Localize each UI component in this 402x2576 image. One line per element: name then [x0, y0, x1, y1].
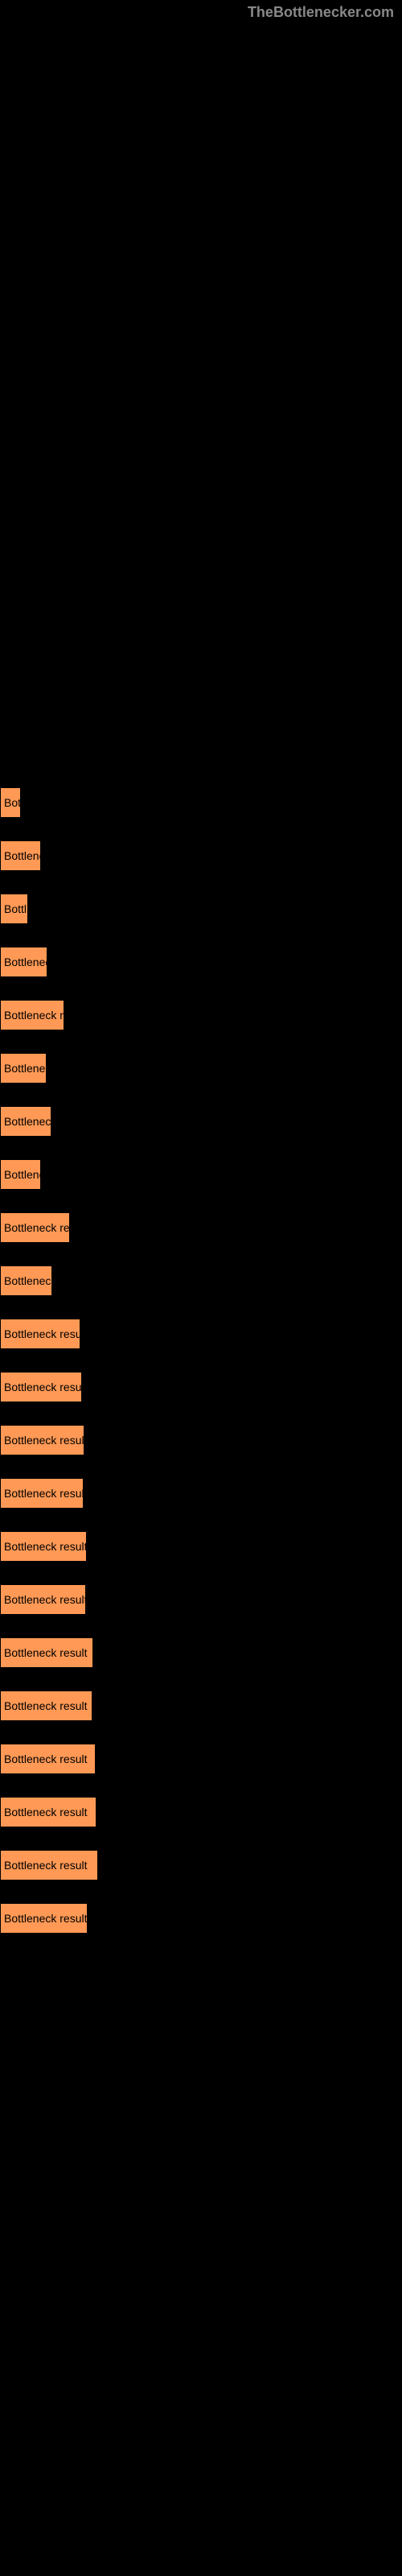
bar-row: Bottleneck result	[0, 1372, 402, 1402]
bar-row: Bottleneck result	[0, 1478, 402, 1509]
bar-row: Bottlene	[0, 1159, 402, 1190]
bar: Bottleneck result	[0, 1319, 80, 1349]
bar: Bottleneck result	[0, 1903, 88, 1934]
bar: Bottleneck res	[0, 1212, 70, 1243]
bar: Bottlenec	[0, 947, 47, 977]
watermark-text: TheBottlenecker.com	[248, 4, 394, 21]
bar: Bottleneck result	[0, 1797, 96, 1827]
bar-row: Bottleneck result	[0, 1425, 402, 1455]
bar-row: Bottlenec	[0, 947, 402, 977]
bar: Bottleneck result	[0, 1850, 98, 1880]
bar: Bottleneck	[0, 1265, 52, 1296]
bar-row: Bottleneck result	[0, 1584, 402, 1615]
bar: Bottleneck result	[0, 1372, 82, 1402]
bar-row: Bottleneck result	[0, 1744, 402, 1774]
bar: Bottleneck result	[0, 1690, 92, 1721]
bar: Bottl	[0, 894, 28, 924]
bar: Bottleneck	[0, 1106, 51, 1137]
bar: Bottleneck result	[0, 1478, 84, 1509]
bar-row: Bottleneck	[0, 1106, 402, 1137]
bar: Bottleneck result	[0, 1425, 84, 1455]
bar-row: Bottleneck res	[0, 1212, 402, 1243]
bar-chart-container: Bot Bottlene Bottl Bottlenec Bottleneck re Bo…	[0, 787, 402, 1956]
bar: Bottleneck result	[0, 1744, 96, 1774]
bar-row: Bottlene	[0, 840, 402, 871]
bar: Bottlene	[0, 1159, 41, 1190]
bar: Bottleneck result	[0, 1531, 87, 1562]
bar-row: Bottleneck	[0, 1265, 402, 1296]
bar: Bottleneck re	[0, 1000, 64, 1030]
bar-row: Bottleneck result	[0, 1903, 402, 1934]
bar-row: Bottleneck result	[0, 1637, 402, 1668]
bar-row: Bottl	[0, 894, 402, 924]
bar-row: Bot	[0, 787, 402, 818]
bar: Bottlene	[0, 840, 41, 871]
bar-row: Bottleneck result	[0, 1797, 402, 1827]
bar: Bottleneck result	[0, 1637, 93, 1668]
bar: Bottleneck result	[0, 1584, 86, 1615]
bar: Bot	[0, 787, 21, 818]
bar-row: Bottleneck result	[0, 1690, 402, 1721]
bar-row: Bottleneck result	[0, 1319, 402, 1349]
bar-row: Bottleneck result	[0, 1850, 402, 1880]
bar-row: Bottleneck re	[0, 1000, 402, 1030]
bar-row: Bottleneck result	[0, 1531, 402, 1562]
bar-row: Bottlenec	[0, 1053, 402, 1084]
bar: Bottlenec	[0, 1053, 47, 1084]
